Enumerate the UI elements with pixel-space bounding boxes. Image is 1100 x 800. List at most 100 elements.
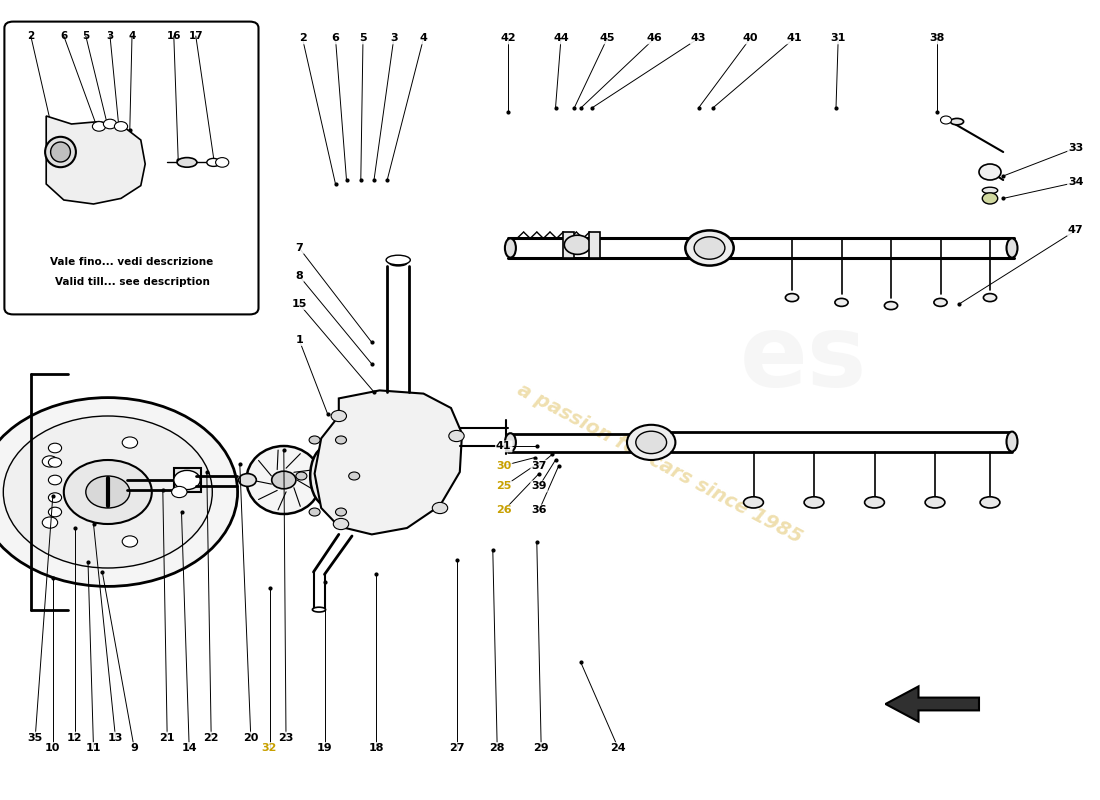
Ellipse shape [246,446,321,514]
Circle shape [336,436,346,444]
Circle shape [103,119,117,129]
Ellipse shape [45,137,76,167]
Text: 45: 45 [600,34,615,43]
Ellipse shape [1006,238,1018,258]
Text: 40: 40 [742,34,758,43]
Text: 15: 15 [292,299,307,309]
Text: 30: 30 [496,461,512,470]
FancyBboxPatch shape [4,22,258,314]
Ellipse shape [1006,432,1018,451]
Circle shape [48,443,62,453]
Circle shape [48,475,62,485]
Text: 47: 47 [1068,226,1084,235]
Bar [174,468,201,492]
Bar [588,232,600,258]
Ellipse shape [51,142,70,162]
Text: 41: 41 [786,34,802,43]
Circle shape [636,431,667,454]
Text: 18: 18 [368,743,384,753]
Text: 32: 32 [262,743,277,753]
Ellipse shape [312,607,326,612]
Ellipse shape [835,298,848,306]
Text: 24: 24 [610,743,626,753]
Text: 20: 20 [243,733,258,742]
Polygon shape [46,116,145,204]
Ellipse shape [804,497,824,508]
Circle shape [272,471,296,489]
Text: 34: 34 [1068,178,1084,187]
Ellipse shape [934,298,947,306]
Circle shape [331,410,346,422]
Circle shape [309,436,320,444]
Text: 46: 46 [647,34,662,43]
Text: 14: 14 [182,743,197,753]
Text: 28: 28 [490,743,505,753]
Circle shape [982,193,998,204]
Text: 16: 16 [166,31,182,41]
Circle shape [64,460,152,524]
Circle shape [48,507,62,517]
Text: 37: 37 [531,461,547,470]
Text: 2: 2 [28,31,34,41]
Text: 13: 13 [108,733,123,742]
Text: 36: 36 [531,506,547,515]
Text: 29: 29 [534,743,549,753]
Text: 3: 3 [107,31,113,41]
Circle shape [114,122,128,131]
Ellipse shape [207,158,220,166]
Text: 31: 31 [830,34,846,43]
Text: 5: 5 [82,31,89,41]
Circle shape [122,437,138,448]
Polygon shape [886,686,979,722]
Circle shape [627,425,675,460]
Ellipse shape [950,118,964,125]
Text: 6: 6 [60,31,67,41]
Circle shape [216,158,229,167]
Text: 25: 25 [496,482,512,491]
Circle shape [694,237,725,259]
Text: 11: 11 [86,743,101,753]
Text: 12: 12 [67,733,82,742]
Circle shape [48,493,62,502]
Ellipse shape [983,294,997,302]
Circle shape [48,458,62,467]
Circle shape [333,518,349,530]
Text: 3: 3 [390,34,397,43]
Text: 7: 7 [295,243,304,253]
Circle shape [0,398,238,586]
Ellipse shape [505,238,516,258]
Circle shape [940,116,952,124]
Text: 38: 38 [930,34,945,43]
Text: 39: 39 [531,482,547,491]
Circle shape [564,235,591,254]
Text: 22: 22 [204,733,219,742]
Circle shape [3,416,212,568]
Ellipse shape [785,294,799,302]
Text: 19: 19 [317,743,332,753]
Ellipse shape [389,259,407,266]
Circle shape [296,472,307,480]
Polygon shape [315,390,462,534]
Text: a passion for cars since 1985: a passion for cars since 1985 [515,381,805,547]
Text: 6: 6 [331,34,340,43]
Text: 9: 9 [130,743,139,753]
Text: 10: 10 [45,743,60,753]
Ellipse shape [884,302,898,310]
Text: 23: 23 [278,733,294,742]
Ellipse shape [386,255,410,265]
Ellipse shape [310,446,345,506]
Ellipse shape [316,453,340,499]
Text: 8: 8 [295,271,304,281]
Text: 2: 2 [298,34,307,43]
Text: 1: 1 [295,335,304,345]
Circle shape [349,472,360,480]
Text: 26: 26 [496,506,512,515]
Text: 21: 21 [160,733,175,742]
Text: Vale fino... vedi descrizione: Vale fino... vedi descrizione [51,258,213,267]
Text: 27: 27 [449,743,464,753]
Circle shape [92,122,106,131]
Circle shape [122,536,138,547]
Text: 5: 5 [360,34,366,43]
Text: 17: 17 [188,31,204,41]
Text: es: es [739,311,867,409]
